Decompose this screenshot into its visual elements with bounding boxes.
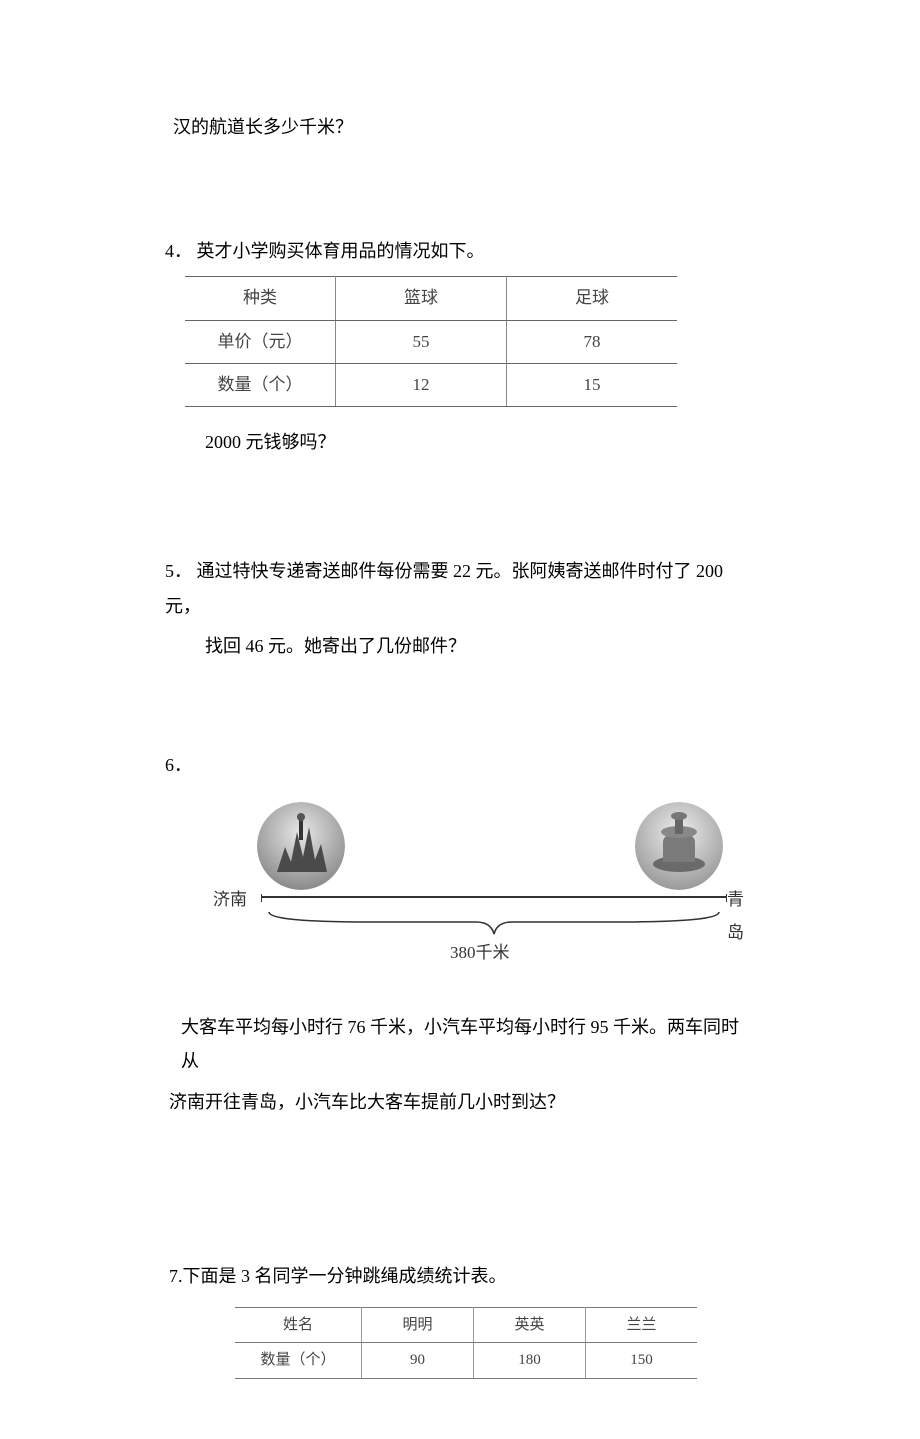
table-cell: 15 — [507, 363, 678, 406]
q4-subquestion: 2000 元钱够吗？ — [165, 425, 755, 459]
q5-line1: 通过特快专递寄送邮件每份需要 22 元。张阿姨寄送邮件时付了 200 元， — [165, 561, 723, 615]
table-cell: 数量（个） — [235, 1343, 362, 1379]
jinan-label: 济南 — [213, 884, 247, 916]
table-cell: 180 — [474, 1343, 586, 1379]
q7-table: 姓名明明英英兰兰数量（个）90180150 — [235, 1307, 697, 1379]
q3-fragment-text: 汉的航道长多少千米？ — [165, 110, 755, 144]
q5-heading: 5． 通过特快专递寄送邮件每份需要 22 元。张阿姨寄送邮件时付了 200 元， — [165, 554, 755, 622]
q7-heading: 7.下面是 3 名同学一分钟跳绳成绩统计表。 — [165, 1259, 755, 1293]
table-cell: 12 — [336, 363, 507, 406]
table-header-cell: 明明 — [362, 1307, 474, 1343]
q5-line2: 找回 46 元。她寄出了几份邮件？ — [165, 629, 755, 663]
table-header-cell: 种类 — [185, 277, 336, 320]
q4-title: 英才小学购买体育用品的情况如下。 — [197, 241, 485, 261]
q5-number: 5． — [165, 561, 192, 581]
distance-bracket-icon — [261, 894, 727, 942]
qingdao-label: 青岛 — [727, 884, 744, 949]
q6-number: 6． — [165, 748, 755, 782]
q4-table: 种类篮球足球单价（元）5578 数量（个）1215 — [185, 276, 677, 407]
jinan-image — [257, 802, 345, 890]
q4-heading: 4． 英才小学购买体育用品的情况如下。 — [165, 234, 755, 268]
table-header-cell: 姓名 — [235, 1307, 362, 1343]
table-header-cell: 兰兰 — [586, 1307, 698, 1343]
document-page: 汉的航道长多少千米？ 4． 英才小学购买体育用品的情况如下。 种类篮球足球单价（… — [0, 0, 920, 1439]
q6-line2: 济南开往青岛，小汽车比大客车提前几小时到达？ — [165, 1085, 755, 1119]
table-cell: 单价（元） — [185, 320, 336, 363]
table-header-cell: 篮球 — [336, 277, 507, 320]
distance-label: 380千米 — [450, 937, 510, 969]
q4-number: 4． — [165, 241, 192, 261]
table-header-cell: 英英 — [474, 1307, 586, 1343]
q6-line1: 大客车平均每小时行 76 千米，小汽车平均每小时行 95 千米。两车同时从 — [165, 1010, 755, 1078]
qingdao-image — [635, 802, 723, 890]
table-cell: 数量（个） — [185, 363, 336, 406]
table-cell: 78 — [507, 320, 678, 363]
table-header-cell: 足球 — [507, 277, 678, 320]
q6-diagram: 济南 青岛 380千米 — [205, 802, 735, 992]
table-cell: 55 — [336, 320, 507, 363]
table-cell: 150 — [586, 1343, 698, 1379]
table-cell: 90 — [362, 1343, 474, 1379]
